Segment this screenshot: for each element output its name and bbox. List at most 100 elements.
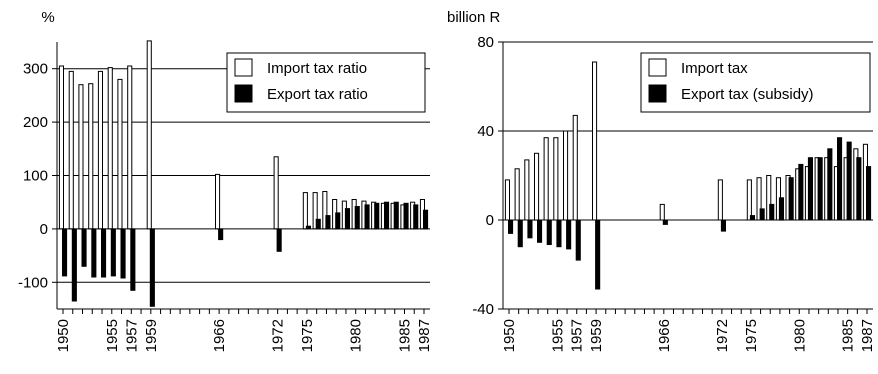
bar-export [595,219,601,290]
bar-export [218,228,224,241]
chart-import-export-tax-ratio: -100 0 100 200 300 1950 1955 1957 1959 1966 1972 19… [18,9,433,352]
bar-import [592,61,598,221]
x-tick-label: 1972 [270,319,287,352]
legend-box [226,52,426,113]
bar-import [97,70,104,230]
bar-export [101,228,107,278]
bar-import [563,130,569,221]
bar-export [769,203,775,221]
bar-import [215,173,221,230]
bar-export [120,228,126,279]
bar-export [566,219,572,250]
bar-import [659,203,665,221]
y-tick-label: -100 [18,274,48,291]
bar-export [517,219,523,248]
y-axis-title: % [41,9,54,26]
bar-export [720,219,727,232]
x-tick-label: 1975 [743,319,760,352]
x-tick-label: 1980 [791,319,808,352]
x-tick-label: 1966 [656,319,673,352]
x-tick-label: 1957 [123,319,140,352]
bar-import [68,70,74,230]
bar-import [746,179,752,221]
bar-export [537,219,543,243]
y-tick-label: 300 [23,61,48,78]
bar-export [315,218,321,230]
bar-export [354,206,360,230]
bar-export [364,204,370,230]
bar-import [514,168,520,221]
y-tick-label: 0 [486,212,494,229]
bar-export [749,215,756,221]
bar-export [374,202,380,230]
bar-import [534,152,540,221]
bar-import [107,67,113,230]
bar-export [856,157,862,221]
x-tick-label: 1950 [501,319,518,352]
bar-import [553,137,559,221]
bar-import [524,159,530,221]
legend-swatch [648,84,667,103]
bar-export [527,219,533,239]
bar-export [546,219,552,245]
chart-import-export-tax-amount: -40 0 40 80 1950 1955 1957 1959 1966 1972 1975 1980… [447,9,876,352]
bar-export [827,148,833,221]
legend-label: Import tax [681,60,748,77]
x-tick-label: 1957 [569,319,586,352]
bar-import [302,192,308,230]
x-tick-label: 1955 [549,319,566,352]
bar-import [504,179,510,221]
x-tick-label: 1950 [55,319,72,352]
legend-swatch [234,58,253,77]
x-tick-label: 1975 [299,319,316,352]
x-tick-label: 1980 [348,319,365,352]
legend-box [640,52,871,113]
bar-export [413,204,419,230]
bar-export [393,201,399,230]
bar-export [778,197,785,221]
y-tick-label: 200 [23,114,48,131]
x-tick-label: 1955 [104,319,121,352]
bar-export [149,228,155,307]
bar-export [662,219,668,225]
bar-export [91,228,97,278]
bar-export [837,137,843,221]
bar-export [788,177,794,221]
bar-import [717,179,723,221]
x-tick-label: 1972 [714,319,731,352]
bar-export [846,141,852,221]
y-tick-label: 80 [477,34,494,51]
bar-export [325,215,331,230]
x-tick-label: 1985 [840,319,857,352]
y-tick-label: 0 [40,221,48,238]
bar-export [335,212,341,230]
bar-export [759,208,765,221]
bar-export [817,157,823,221]
bar-export [807,157,814,221]
bar-export [384,201,390,230]
bar-export [556,219,562,248]
bar-export [71,228,77,302]
legend-label: Export tax (subsidy) [681,86,814,103]
bar-export [798,163,804,221]
x-tick-label: 1987 [416,319,433,352]
bar-import [88,83,94,230]
bar-export [110,228,116,277]
x-tick-label: 1987 [859,319,876,352]
bar-import [127,65,133,230]
bar-export [866,166,872,221]
bar-import [273,156,279,230]
bar-import [58,65,65,230]
x-tick-label: 1966 [211,319,228,352]
bar-import [146,40,152,230]
bar-export [575,219,581,261]
y-tick-label: 40 [477,123,494,140]
legend-label: Export tax ratio [267,86,368,103]
y-tick-label: 100 [23,168,48,185]
bar-export [130,228,136,291]
bar-export [81,228,87,267]
bar-export [508,219,514,234]
bar-import [117,78,123,230]
x-tick-label: 1959 [588,319,605,352]
